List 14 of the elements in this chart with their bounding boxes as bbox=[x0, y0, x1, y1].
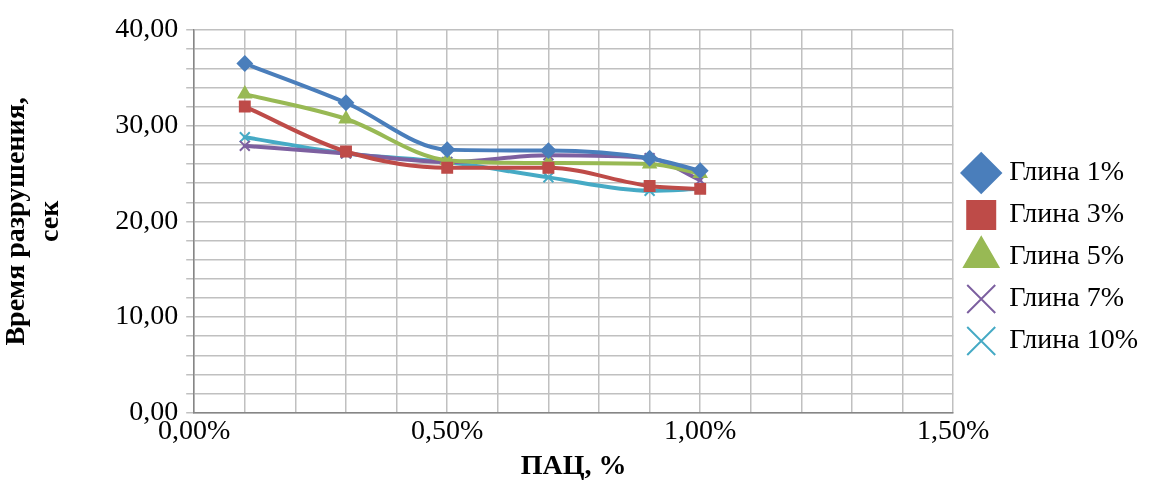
legend-label: Глина 10% bbox=[1009, 323, 1139, 355]
x-tick-label: 1,50% bbox=[917, 413, 990, 445]
y-axis-title: Время разрушения, сек bbox=[0, 97, 64, 346]
x-tick-label: 1,00% bbox=[664, 413, 737, 445]
legend-label: Глина 5% bbox=[1009, 239, 1125, 271]
y-tick-label: 10,00 bbox=[115, 299, 179, 331]
x-axis-title: ПАЦ, % bbox=[520, 449, 627, 481]
legend-label: Глина 1% bbox=[1009, 155, 1125, 187]
legend-label: Глина 3% bbox=[1009, 197, 1125, 229]
x-tick-label: 0,50% bbox=[411, 413, 484, 445]
y-tick-label: 30,00 bbox=[115, 108, 179, 140]
y-tick-label: 20,00 bbox=[115, 203, 179, 235]
legend-label: Глина 7% bbox=[1009, 281, 1125, 313]
y-tick-label: 40,00 bbox=[115, 12, 179, 44]
